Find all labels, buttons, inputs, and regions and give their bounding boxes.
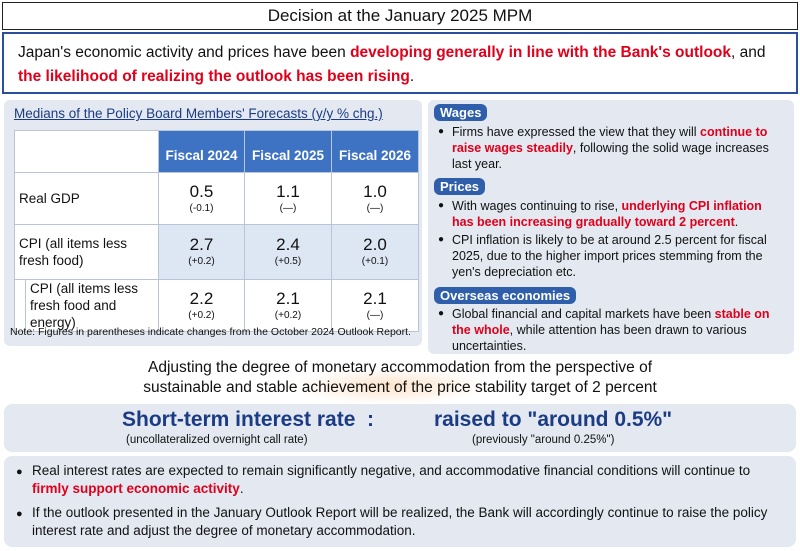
summary-highlight-2: the likelihood of realizing the outlook … bbox=[18, 68, 410, 85]
table-row: Real GDP 0.5 (-0.1) 1.1 (—) 1.0 (—) bbox=[14, 172, 419, 225]
sub-row-label: CPI (all items less fresh food and energy… bbox=[25, 280, 158, 331]
table-header-row: Fiscal 2024 Fiscal 2025 Fiscal 2026 bbox=[14, 130, 419, 173]
summary-text: Japan's economic activity and prices hav… bbox=[18, 44, 351, 61]
forecast-change: (—) bbox=[366, 202, 384, 214]
table-cell: 2.0 (+0.1) bbox=[331, 224, 419, 280]
table-cell: 2.4 (+0.5) bbox=[244, 224, 332, 280]
economy-panel: Wages Firms have expressed the view that… bbox=[428, 100, 794, 354]
page-title: Decision at the January 2025 MPM bbox=[2, 2, 798, 30]
overseas-bullet: Global financial and capital markets hav… bbox=[438, 306, 786, 354]
forecast-change: (—) bbox=[366, 309, 384, 321]
table-cell: 2.1 (—) bbox=[331, 279, 419, 332]
forecast-value: 2.2 bbox=[189, 288, 214, 308]
outlook-box: Real interest rates are expected to rema… bbox=[4, 456, 796, 547]
row-label: Real GDP bbox=[14, 172, 159, 225]
bullet-text: , while attention has been drawn to vari… bbox=[452, 323, 747, 353]
forecast-panel: Medians of the Policy Board Members' For… bbox=[4, 100, 422, 346]
forecast-value: 2.4 bbox=[276, 235, 300, 254]
outlook-bullet-2: If the outlook presented in the January … bbox=[16, 504, 786, 540]
wages-bullet: Firms have expressed the view that they … bbox=[438, 124, 786, 172]
bullet-text: Firms have expressed the view that they … bbox=[452, 125, 701, 139]
rate-value: raised to "around 0.5%" bbox=[434, 408, 673, 431]
summary-text-3: . bbox=[409, 68, 415, 85]
table-cell: 1.1 (—) bbox=[244, 172, 332, 225]
row-label-text: Real GDP bbox=[19, 191, 80, 206]
rate-description: (uncollateralized overnight call rate) bbox=[126, 434, 308, 446]
forecast-value: 1.1 bbox=[276, 181, 300, 201]
summary-highlight-1: developing generally in line with the Ba… bbox=[350, 44, 732, 61]
row-label: CPI (all items less fresh food) bbox=[14, 224, 159, 280]
forecast-change: (+0.2) bbox=[188, 309, 215, 321]
row-label-text: fresh food and energy) bbox=[30, 298, 117, 330]
bullet-text: , following the solid wage increases las… bbox=[452, 141, 769, 171]
bullet-highlight: continue to raise wages steadily bbox=[452, 125, 768, 155]
bullet-highlight: firmly support economic activity bbox=[32, 481, 240, 496]
forecast-change: (+0.5) bbox=[274, 256, 302, 267]
forecast-change: (+0.1) bbox=[361, 256, 389, 267]
bullet-text: With wages continuing to rise, bbox=[452, 199, 622, 213]
wages-tag: Wages bbox=[434, 104, 488, 121]
table-cell: 2.2 (+0.2) bbox=[158, 279, 245, 332]
forecast-table: Fiscal 2024 Fiscal 2025 Fiscal 2026 Real… bbox=[14, 130, 419, 332]
forecast-change: (+0.2) bbox=[188, 256, 215, 267]
forecast-value: 0.5 bbox=[189, 181, 214, 201]
prices-tag: Prices bbox=[434, 178, 486, 195]
forecast-value: 1.0 bbox=[363, 181, 387, 201]
outlook-bullet-1: Real interest rates are expected to rema… bbox=[16, 462, 786, 498]
bullet-text: . bbox=[734, 215, 739, 229]
table-cell: 2.7 (+0.2) bbox=[158, 224, 245, 280]
table-row: CPI (all items less fresh food and energy… bbox=[14, 279, 419, 332]
bullet-text: Global financial and capital markets hav… bbox=[452, 307, 715, 321]
forecast-value: 2.7 bbox=[189, 235, 214, 254]
bullet-highlight: stable on the whole bbox=[452, 307, 770, 337]
summary-text-2: , and bbox=[731, 44, 766, 61]
summary-box: Japan's economic activity and prices hav… bbox=[2, 32, 798, 94]
forecast-note: Note: Figures in parentheses indicate ch… bbox=[10, 326, 411, 338]
forecast-value: 2.0 bbox=[363, 235, 387, 254]
table-row: CPI (all items less fresh food) 2.7 (+0.2)… bbox=[14, 224, 419, 280]
table-cell: 2.1 (+0.2) bbox=[244, 279, 332, 332]
policy-statement: Adjusting the degree of monetary accommo… bbox=[0, 358, 800, 398]
rate-name: Short-term interest rate : bbox=[122, 408, 375, 431]
row-label-text: CPI (all items less bbox=[30, 281, 139, 296]
row-label: CPI (all items less fresh food and energy… bbox=[14, 279, 159, 332]
bullet-text: . bbox=[239, 481, 244, 496]
column-header: Fiscal 2025 bbox=[244, 130, 332, 173]
bullet-text: Real interest rates are expected to rema… bbox=[32, 463, 751, 478]
prices-bullet-1: With wages continuing to rise, underlyin… bbox=[438, 198, 786, 230]
table-corner bbox=[14, 130, 159, 173]
policy-statement-line: sustainable and stable achievement of th… bbox=[143, 379, 657, 396]
rate-decision-box: Short-term interest rate : (uncollateral… bbox=[4, 404, 796, 452]
bullet-highlight: underlying CPI inflation has been increa… bbox=[452, 199, 762, 229]
row-label-text: fresh food) bbox=[19, 253, 84, 268]
column-header: Fiscal 2026 bbox=[331, 130, 419, 173]
rate-previous: (previously "around 0.25%") bbox=[472, 434, 615, 446]
table-cell: 1.0 (—) bbox=[331, 172, 419, 225]
table-cell: 0.5 (-0.1) bbox=[158, 172, 245, 225]
forecast-change: (-0.1) bbox=[189, 202, 214, 214]
forecast-value: 2.1 bbox=[363, 288, 387, 308]
overseas-tag: Overseas economies bbox=[434, 287, 577, 304]
prices-bullet-2: CPI inflation is likely to be at around … bbox=[438, 232, 786, 280]
column-header: Fiscal 2024 bbox=[158, 130, 245, 173]
forecast-title: Medians of the Policy Board Members' For… bbox=[14, 106, 383, 121]
forecast-change: (—) bbox=[279, 202, 297, 214]
policy-statement-line: Adjusting the degree of monetary accommo… bbox=[147, 359, 653, 376]
forecast-value: 2.1 bbox=[276, 288, 300, 308]
forecast-change: (+0.2) bbox=[274, 309, 302, 321]
row-label-text: CPI (all items less bbox=[19, 236, 128, 251]
highlight-glow bbox=[290, 368, 490, 404]
